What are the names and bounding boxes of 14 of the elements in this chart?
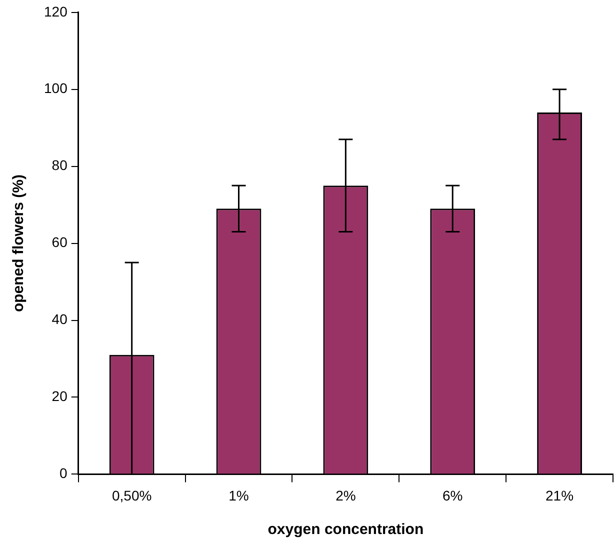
x-tick-label: 0,50% (112, 487, 152, 504)
x-axis-title: oxygen concentration (268, 521, 424, 538)
y-tick-label: 120 (44, 3, 68, 20)
y-tick-label: 100 (44, 80, 68, 96)
y-tick-label: 60 (52, 234, 68, 250)
x-tick-label: 2% (336, 487, 356, 504)
y-tick-label: 40 (52, 311, 68, 328)
y-tick-label: 20 (52, 388, 68, 404)
x-tick-label: 6% (442, 487, 463, 504)
x-tick-label: 1% (228, 487, 249, 504)
y-tick-label: 80 (52, 157, 68, 174)
x-tick-label: 21% (546, 487, 574, 504)
y-axis-title: opened flowers (%) (10, 174, 28, 312)
y-tick-label: 0 (60, 465, 68, 482)
